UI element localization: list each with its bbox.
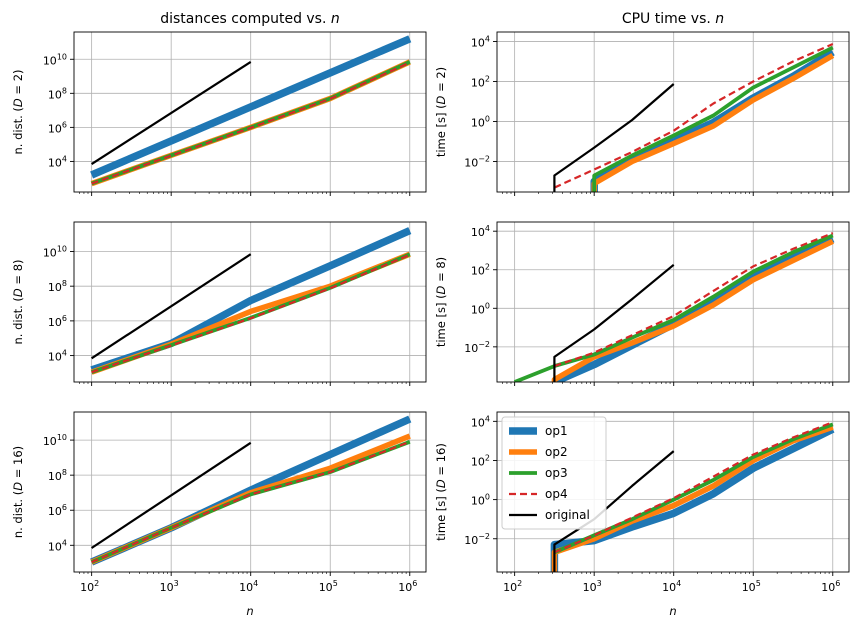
y-tick-label: 102: [471, 453, 490, 468]
x-tick-label: 106: [398, 579, 417, 594]
panel-title: distances computed vs. n: [160, 11, 340, 27]
series-line-op2: [591, 53, 835, 192]
y-tick-label: 102: [471, 75, 490, 90]
axes-frame: [496, 221, 850, 383]
y-tick-label: 104: [471, 35, 490, 50]
x-tick-label: 105: [742, 579, 761, 594]
y-tick-label: 104: [48, 349, 67, 364]
y-axis-label: n. dist. (D = 2): [11, 69, 25, 154]
series-line-op4: [91, 440, 411, 564]
legend-box: [501, 416, 607, 530]
y-tick-label: 10−2: [464, 532, 490, 547]
axes-frame: [496, 411, 850, 573]
legend-label-op3: op3: [545, 466, 568, 480]
y-tick-label: 108: [48, 468, 67, 483]
series-line-original: [90, 253, 252, 360]
axes-frame: [73, 31, 427, 193]
panel-left-row-0: 104 106 108 1010 n. dist. (D = 2) distances c…: [11, 11, 427, 196]
panel-right-row-0: 10−2 100 102 104 time [s] (D = 2) CPU time vs…: [434, 11, 850, 196]
x-tick-label: 104: [662, 579, 681, 594]
x-tick-label: 106: [821, 579, 840, 594]
series-line-op4: [553, 421, 834, 554]
y-tick-label: 104: [48, 154, 67, 169]
axes-frame: [73, 411, 427, 573]
y-tick-label: 104: [471, 224, 490, 239]
y-tick-label: 108: [48, 86, 67, 101]
series-group: [553, 42, 835, 192]
y-tick-label: 106: [48, 314, 67, 329]
y-tick-label: 106: [48, 503, 67, 518]
legend: op1 op2 op3 op4 original: [501, 416, 607, 530]
panel-left-row-1: 104 106 108 1010 n. dist. (D = 8): [11, 221, 427, 386]
y-tick-label: 104: [48, 538, 67, 553]
panel-right-row-1: 10−2 100 102 104 time [s] (D = 8): [434, 221, 850, 386]
y-tick-label: 100: [471, 301, 490, 316]
series-line-op1: [90, 35, 412, 179]
x-tick-label: 103: [160, 579, 179, 594]
series-group: [90, 227, 412, 375]
series-line-op4: [554, 232, 834, 368]
y-tick-label: 100: [471, 115, 490, 130]
series-line-op3: [592, 45, 834, 192]
series-line-op4: [91, 61, 411, 185]
series-group: [550, 421, 835, 572]
x-axis-label: n: [669, 604, 676, 618]
panel-left-row-2: 102 103 104 105 106 104 106 108 1010 n. dist. (D …: [11, 411, 427, 618]
legend-label-op2: op2: [545, 445, 568, 459]
series-group: [513, 232, 835, 382]
y-axis-label: time [s] (D = 8): [434, 257, 448, 347]
series-line-op2: [551, 238, 834, 382]
x-tick-label: 105: [319, 579, 338, 594]
legend-label-original: original: [545, 508, 590, 522]
x-tick-label: 103: [583, 579, 602, 594]
x-tick-label: 102: [503, 579, 522, 594]
series-line-op1: [550, 425, 835, 572]
y-axis-label: time [s] (D = 16): [434, 443, 448, 541]
y-tick-label: 104: [471, 414, 490, 429]
axes-frame: [496, 31, 850, 193]
y-tick-label: 108: [48, 279, 67, 294]
y-tick-label: 1010: [43, 52, 67, 67]
y-tick-label: 10−2: [464, 155, 490, 170]
series-line-original: [90, 441, 252, 549]
series-line-original: [553, 263, 675, 382]
series-line-original: [553, 83, 675, 192]
series-line-op4: [91, 253, 411, 374]
series-line-original: [91, 60, 252, 166]
y-tick-label: 10−2: [464, 340, 490, 355]
axes-frame: [73, 221, 427, 383]
series-line-op4: [553, 42, 834, 189]
x-axis-label: n: [246, 604, 253, 618]
y-tick-label: 1010: [43, 244, 67, 259]
y-axis-label: n. dist. (D = 8): [11, 259, 25, 344]
legend-label-op4: op4: [545, 487, 568, 501]
panel-title: CPU time vs. n: [622, 11, 724, 27]
series-group: [90, 35, 412, 187]
y-tick-label: 102: [471, 263, 490, 278]
x-tick-label: 102: [80, 579, 99, 594]
y-axis-label: time [s] (D = 2): [434, 67, 448, 157]
y-axis-label: n. dist. (D = 16): [11, 446, 25, 538]
y-tick-label: 1010: [43, 433, 67, 448]
panel-right-row-2: 102 103 104 105 106 10−2 100 102 104 time [s] (D …: [434, 411, 850, 618]
legend-label-op1: op1: [545, 424, 568, 438]
x-tick-label: 104: [239, 579, 258, 594]
series-group: [90, 415, 412, 566]
y-tick-label: 100: [471, 493, 490, 508]
y-tick-label: 106: [48, 120, 67, 135]
